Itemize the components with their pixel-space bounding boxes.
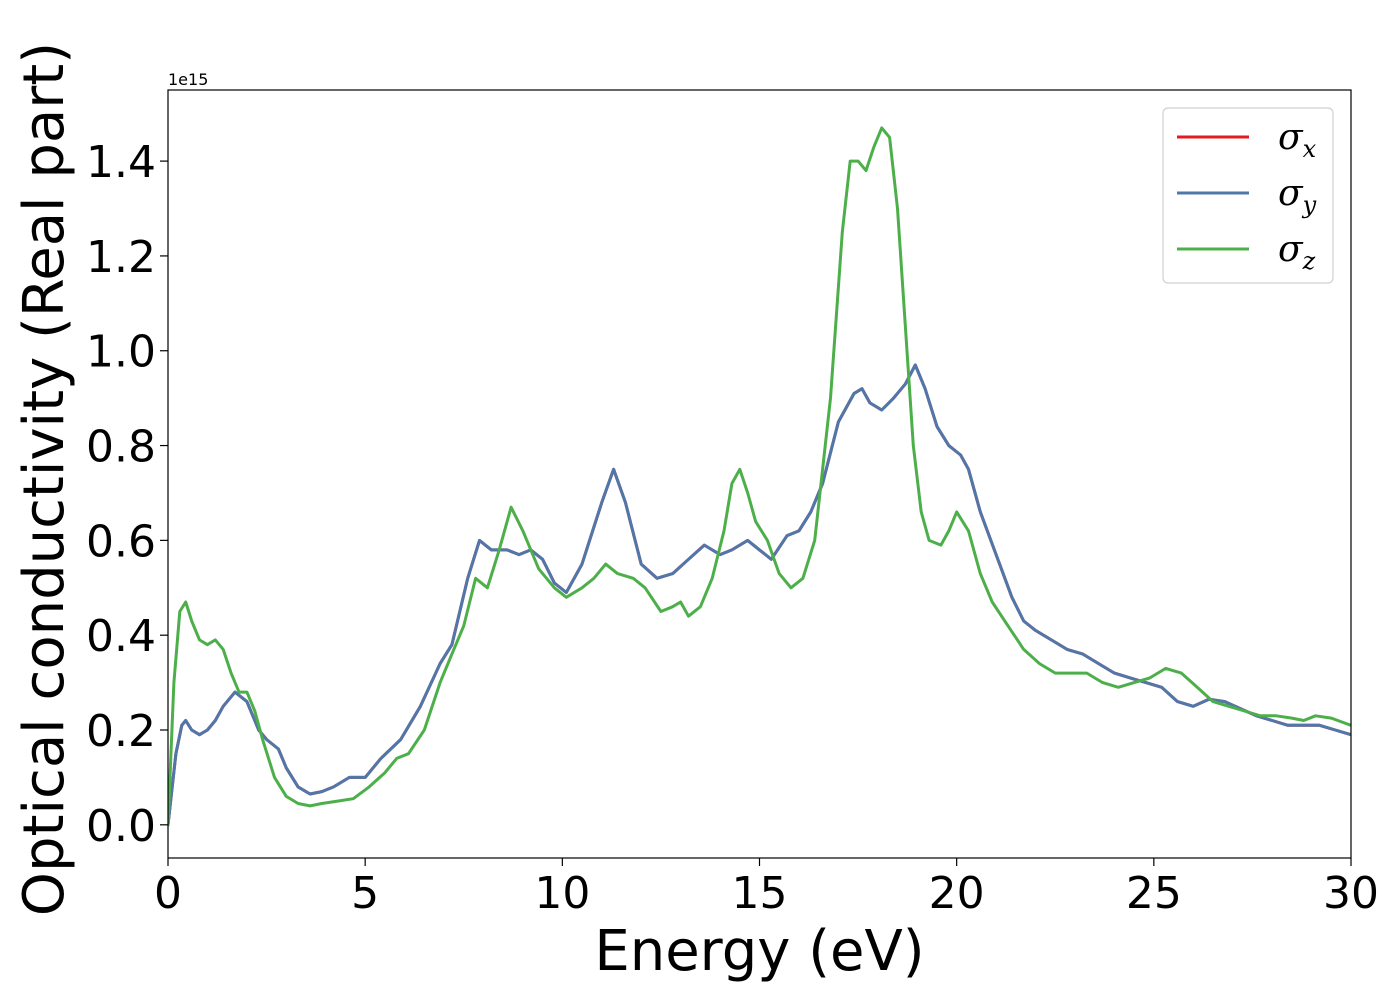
y-tick-label: 0.0	[86, 801, 156, 852]
legend-subscript: y	[1302, 191, 1317, 219]
legend-label-y: σy	[1278, 173, 1317, 219]
y-tick-label: 0.4	[86, 611, 156, 662]
series-line-z	[168, 126, 1351, 827]
x-tick-label: 5	[351, 868, 379, 919]
legend-symbol: σ	[1278, 173, 1304, 214]
legend-label-z: σz	[1278, 229, 1316, 275]
legend-symbol: σ	[1278, 117, 1304, 158]
y-tick-label: 0.8	[86, 422, 156, 473]
legend-subscript: z	[1302, 247, 1316, 275]
x-axis-title: Energy (eV)	[594, 919, 924, 984]
x-tick-label: 25	[1126, 868, 1182, 919]
legend-symbol: σ	[1278, 229, 1304, 270]
y-offset-label: 1e15	[168, 70, 208, 89]
x-tick-label: 20	[929, 868, 985, 919]
legend-subscript: x	[1303, 135, 1317, 163]
y-tick-label: 1.4	[86, 137, 156, 188]
y-tick-label: 0.6	[86, 516, 156, 567]
x-tick-label: 30	[1323, 868, 1379, 919]
y-axis-title: Optical conductivity (Real part)	[12, 42, 77, 916]
legend-box	[1162, 107, 1334, 284]
x-tick-label: 0	[154, 868, 182, 919]
axes: 0 5 10 15 20 25 30 0.0 0.2 0.4 0.6 0.8 1.0 1.2 1.4	[86, 89, 1379, 919]
legend-label-x: σx	[1278, 117, 1317, 163]
y-tick-label: 1.0	[86, 327, 156, 378]
x-tick-label: 15	[732, 868, 788, 919]
x-tick-label: 10	[534, 868, 590, 919]
plot-area	[168, 126, 1351, 827]
y-tick-label: 1.2	[86, 232, 156, 283]
y-tick-label: 0.2	[86, 706, 156, 757]
series-line-y	[168, 363, 1351, 827]
